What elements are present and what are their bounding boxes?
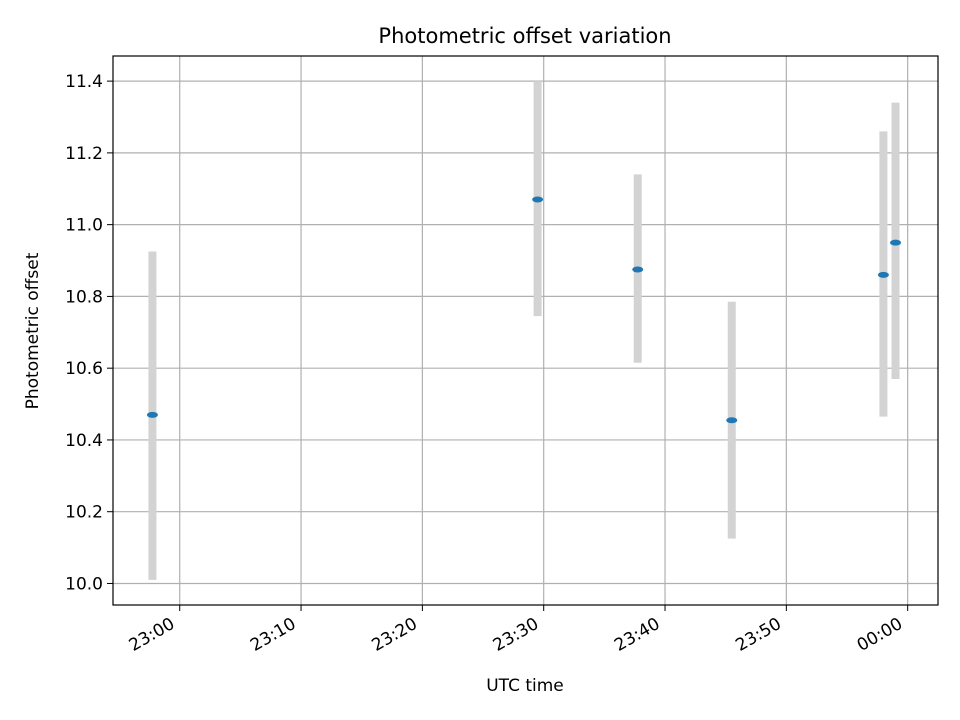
data-points	[146, 196, 902, 424]
y-tick-label: 11.0	[65, 216, 103, 236]
y-tick-label: 10.0	[65, 574, 103, 594]
x-axis-label: UTC time	[486, 676, 564, 696]
y-tick-label: 10.2	[65, 503, 103, 523]
data-point	[726, 417, 738, 424]
data-point	[632, 266, 644, 273]
y-tick-label: 11.4	[65, 72, 103, 92]
plot-area-frame	[112, 55, 939, 606]
y-axis-label: Photometric offset	[23, 252, 43, 409]
y-axis-ticks: 10.0 10.2 10.4 10.6 10.8 11.0 11.2 11.4	[65, 72, 113, 594]
data-point	[146, 411, 158, 418]
y-tick-label: 10.8	[65, 287, 103, 307]
data-point	[877, 271, 889, 278]
chart-title: Photometric offset variation	[378, 24, 671, 48]
data-point	[890, 239, 902, 246]
y-tick-label: 10.4	[65, 431, 103, 451]
data-point	[532, 196, 544, 203]
grid	[113, 56, 938, 605]
y-tick-label: 11.2	[65, 144, 103, 164]
y-tick-label: 10.6	[65, 359, 103, 379]
